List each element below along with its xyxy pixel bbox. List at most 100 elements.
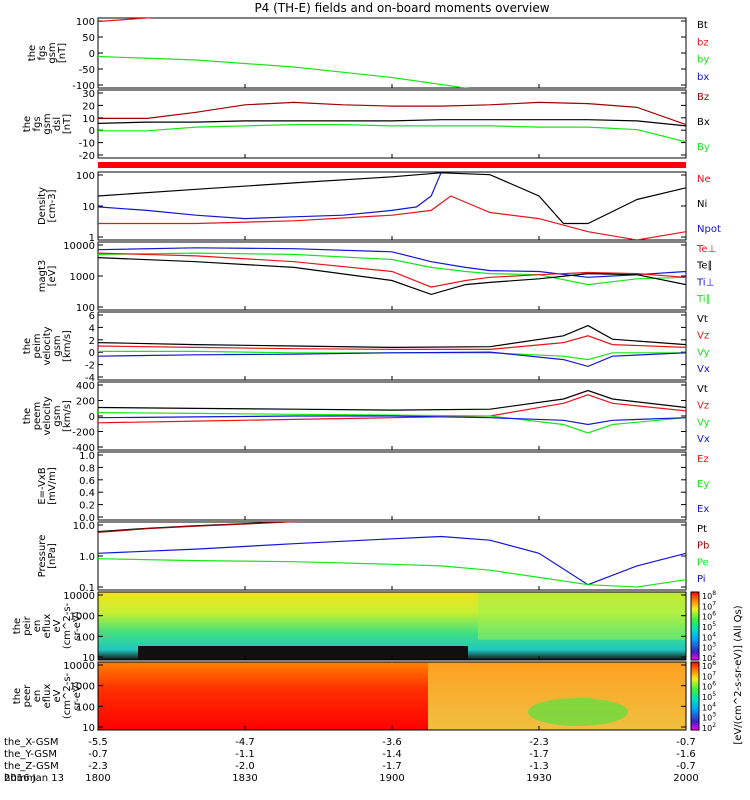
series-pressure-Pe (98, 558, 686, 588)
x-axis-value: -0.7 (88, 749, 108, 760)
y-axis-label: (cm^2-s- (62, 672, 73, 719)
x-axis-value: 1800 (85, 773, 110, 784)
y-tick-label: 0.8 (79, 463, 95, 474)
legend-Te⊥: Te⊥ (696, 244, 716, 255)
panel-frame (97, 451, 687, 521)
legend-Vz: Vz (697, 401, 709, 412)
y-axis-label: [eV] (47, 266, 58, 287)
legend-Ti∥: Ti∥ (696, 294, 711, 305)
y-tick-label: 10 (82, 202, 95, 213)
colorbar-1 (690, 591, 700, 661)
legend-Vt: Vt (697, 314, 708, 325)
y-tick-label: 10 (82, 114, 95, 125)
legend-Vy: Vy (697, 347, 710, 358)
y-tick-label: 10000 (63, 591, 95, 602)
series-density-Ni (98, 172, 686, 225)
series-fgs-dsl-gsm-By (98, 124, 686, 143)
y-axis-label: the (12, 688, 23, 704)
colorbar-tick-label: 102 (702, 652, 716, 663)
y-tick-label: 100 (76, 702, 95, 713)
y-axis-label: eflux (42, 684, 53, 709)
colorbar-tick-label: 107 (702, 600, 716, 611)
legend-bx: bx (697, 72, 709, 83)
panel-frame (97, 89, 687, 159)
y-tick-label: -200 (72, 428, 95, 439)
legend-Vy: Vy (697, 417, 710, 428)
y-axis-label: (cm^2-s- (62, 602, 73, 649)
series-peem-velocity-Vx (98, 415, 686, 426)
panel-density: 100 10 1 Density [cm-3] Ne Ni Npot (37, 171, 721, 244)
colorbar-tick-label: 103 (702, 642, 716, 653)
y-axis-label: en (32, 690, 43, 703)
panel-peir-spec: 10000 1000 100 10 the peir en eflux eV (cm^2-s-sr… (12, 591, 687, 664)
panel-efield: 1.00.8 0.60.4 0.20.0 E=-VxB [mV/m] Ez Ey Ex (37, 451, 709, 524)
y-axis-label: [km/s] (62, 400, 73, 432)
y-axis-label: [mV/m] (47, 467, 58, 505)
legend-Pt: Pt (697, 524, 707, 535)
y-axis-label: Density (37, 187, 48, 225)
colorbar-2 (690, 661, 700, 731)
legend-Bx: Bx (697, 117, 710, 128)
y-axis-label: eV (52, 619, 63, 632)
y-tick-label: 0.6 (79, 476, 95, 487)
y-axis-label: peim (32, 333, 43, 358)
legend-by: by (697, 55, 709, 66)
panel-temperature: 10000 1000 100 magt3 [eV] Te⊥ Te∥ Ti⊥ Ti∥ (37, 241, 716, 314)
x-axis-row-label: hhmm (4, 773, 36, 784)
panel-peer-spec: 10000 1000 100 10 the peer en eflux eV (cm^2-s-sr… (12, 661, 687, 734)
y-tick-label: -400 (72, 443, 95, 454)
panel-pressure: 10.0 1.0 0.1 Pressure [nPa] Pt Pb Pe Pi (37, 521, 709, 594)
y-tick-label: -2 (85, 361, 95, 372)
series-temperature-Ti∥ (98, 252, 686, 286)
legend-Te∥: Te∥ (696, 261, 713, 272)
colorbar-tick-label: 104 (702, 701, 716, 712)
panel-fgs-gsm: 100 50 0 -50 -100 the fgs gsm [nT] Bt bz by bx (27, 17, 709, 92)
y-tick-label: -50 (79, 65, 95, 76)
series-fgs-gsm-by (98, 55, 470, 88)
y-tick-label: -100 (72, 81, 95, 92)
y-axis-label: eflux (42, 614, 53, 639)
x-axis-value: -2.3 (88, 761, 108, 772)
x-axis-value: -1.3 (529, 761, 549, 772)
series-peim-velocity-Vz (98, 335, 686, 350)
legend-By: By (697, 142, 710, 153)
peir-spectrogram-dark-band (138, 646, 468, 660)
x-axis-value: 1900 (379, 773, 404, 784)
colorbar-tick-label: 108 (702, 660, 716, 671)
y-axis-label: magt3 (37, 260, 48, 293)
y-tick-label: 2 (89, 336, 95, 347)
y-axis-label: the (22, 338, 33, 354)
series-peim-velocity-Vx (98, 351, 686, 368)
legend-Bt: Bt (697, 20, 708, 31)
y-axis-label: fgs (32, 116, 43, 131)
series-temperature-Ti⊥ (98, 247, 686, 278)
series-peem-velocity-Vy (98, 412, 686, 434)
y-axis-label: fgs (37, 45, 48, 60)
x-axis-row-label: the_Y-GSM (4, 749, 57, 760)
colorbar-group: 1081071061051041031021081071061051041031… (690, 590, 716, 733)
colorbar-tick-label: 103 (702, 712, 716, 723)
series-temperature-Te⊥ (98, 252, 686, 288)
peir-spectrogram-region (478, 592, 686, 640)
series-temperature-Te∥ (98, 257, 686, 296)
series-peem-velocity-Vt (98, 389, 686, 411)
x-axis-value: -0.7 (676, 761, 696, 772)
y-axis-label: sr-eV) (72, 681, 83, 710)
y-axis-label: peem (32, 402, 43, 430)
y-tick-label: 100 (76, 171, 95, 182)
panel-frame (97, 521, 687, 591)
y-tick-label: 1 (89, 233, 95, 244)
y-axis-label: peir (22, 615, 33, 635)
legend-Pi: Pi (697, 574, 706, 585)
series-fgs-dsl-gsm-Bz (98, 101, 686, 126)
y-tick-label: 30 (82, 89, 95, 100)
y-tick-label: 1.0 (79, 552, 95, 563)
y-tick-label: -4 (85, 373, 95, 384)
y-tick-label: 4 (89, 323, 95, 334)
x-axis-value: 2000 (673, 773, 698, 784)
y-axis-label: gsm (52, 335, 63, 356)
legend-Ex: Ex (697, 504, 709, 515)
x-axis-value: -2.3 (529, 737, 549, 748)
